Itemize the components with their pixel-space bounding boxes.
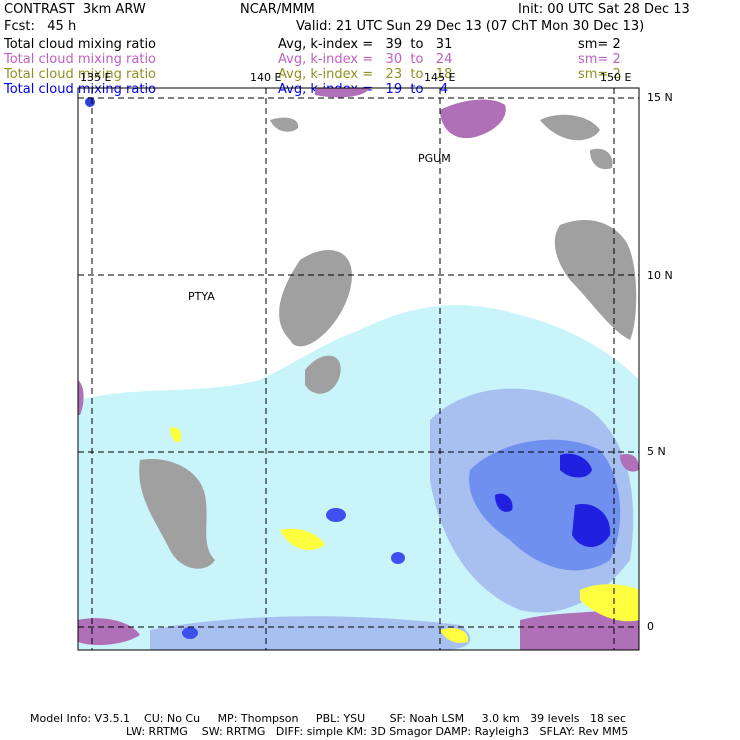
light-cloud-patch xyxy=(370,320,480,369)
init-time: Init: 00 UTC Sat 28 Dec 13 xyxy=(518,2,690,17)
lon-label-145: 145 E xyxy=(424,71,456,84)
lat-label-0: 0 xyxy=(647,620,654,633)
yellow-cloud-sc xyxy=(440,628,469,643)
lat-label-5n: 5 N xyxy=(647,445,666,458)
blue-cell-3 xyxy=(182,627,198,639)
purple-cloud-west-edge xyxy=(78,380,84,415)
legend-field-4: Total cloud mixing ratio xyxy=(4,82,157,97)
map-frame xyxy=(77,87,640,651)
station-pgum: PGUM xyxy=(418,152,451,165)
blue-cloud-core-1 xyxy=(560,453,592,478)
grey-cloud-west xyxy=(139,459,215,569)
blue-cloud-core-2 xyxy=(572,504,611,548)
grey-cloud-ne xyxy=(540,114,600,141)
legend-field-3: Total cloud mixing ratio xyxy=(4,67,157,82)
legend-field-2: Total cloud mixing ratio xyxy=(4,52,157,67)
grey-cloud-center xyxy=(279,250,352,347)
station-ptya: PTYA xyxy=(188,290,215,303)
lon-label-140: 140 E xyxy=(250,71,282,84)
legend-stat-3: Avg, k-index = 23 to 18 xyxy=(278,67,453,82)
purple-cloud-sw xyxy=(78,618,140,646)
lon-label-135: 135 E xyxy=(80,71,112,84)
purple-cloud-north xyxy=(440,99,506,139)
forecast-hour: Fcst: 45 h xyxy=(4,19,77,34)
yellow-cloud-center xyxy=(280,528,325,550)
blue-cloud-core-3 xyxy=(495,493,513,512)
legend-stat-1: Avg, k-index = 39 to 31 xyxy=(278,37,453,52)
legend-sm-3: sm= 2 xyxy=(578,67,621,82)
yellow-cloud-w xyxy=(170,427,182,443)
purple-cloud-e xyxy=(620,453,639,472)
blue-cell-2 xyxy=(391,552,405,564)
legend-sm-1: sm= 2 xyxy=(578,37,621,52)
grey-cloud-mid-east xyxy=(590,148,613,170)
footer-physics-info: LW: RRTMG SW: RRTMG DIFF: simple KM: 3D … xyxy=(126,725,629,738)
legend-sm-2: sm= 2 xyxy=(578,52,621,67)
lon-label-150: 150 E xyxy=(600,71,632,84)
blue-cloud-south xyxy=(150,616,471,650)
legend-field-1: Total cloud mixing ratio xyxy=(4,37,157,52)
yellow-cloud-se xyxy=(580,584,639,622)
purple-cloud-top xyxy=(315,88,370,98)
center-name: NCAR/MMM xyxy=(240,2,315,17)
grey-cloud-nw xyxy=(270,117,299,132)
legend-stat-2: Avg, k-index = 30 to 24 xyxy=(278,52,453,67)
lat-label-15n: 15 N xyxy=(647,91,673,104)
model-title: CONTRAST 3km ARW xyxy=(4,2,146,17)
grey-cloud-center-2 xyxy=(305,355,341,394)
valid-time: Valid: 21 UTC Sun 29 Dec 13 (07 ChT Mon … xyxy=(296,19,645,34)
lat-lon-grid xyxy=(78,88,639,650)
footer-model-info: Model Info: V3.5.1 CU: No Cu MP: Thompso… xyxy=(30,712,627,725)
blue-cell-1 xyxy=(326,508,346,522)
lat-label-10n: 10 N xyxy=(647,269,673,282)
grey-cloud-east xyxy=(554,220,637,340)
